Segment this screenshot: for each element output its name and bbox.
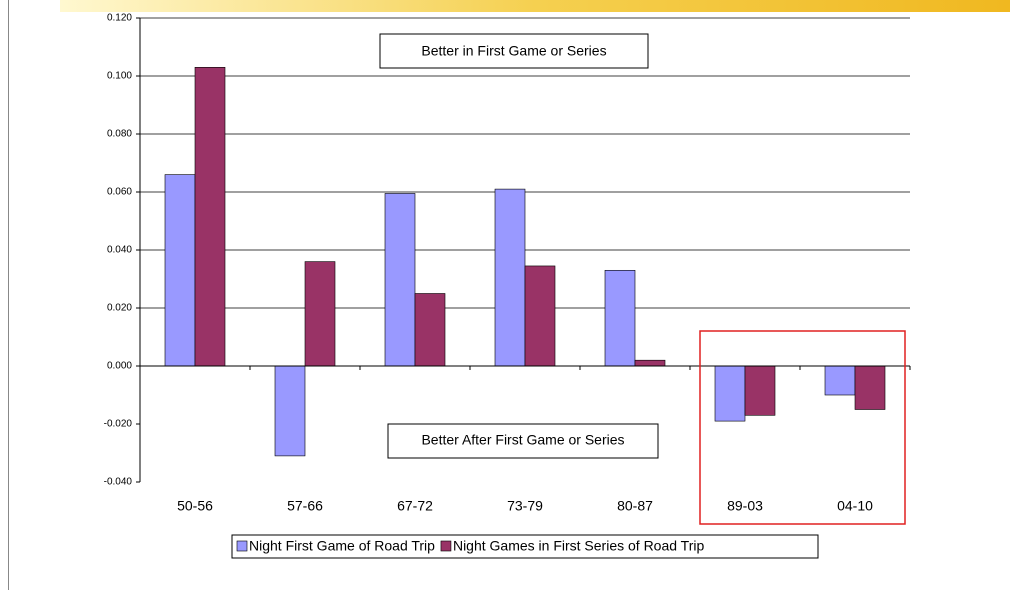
bar xyxy=(824,365,856,396)
bar xyxy=(744,365,776,416)
legend-swatch xyxy=(440,540,452,552)
annotation-box xyxy=(387,423,659,459)
annotation: Better in First Game or Series xyxy=(421,43,606,59)
x-tick-label: 04-10 xyxy=(837,498,873,514)
bar xyxy=(414,293,446,367)
y-tick-label: 0.020 xyxy=(107,303,132,314)
bar xyxy=(524,265,556,367)
bar xyxy=(304,261,336,367)
bar xyxy=(714,365,746,422)
bar xyxy=(854,365,886,410)
bar xyxy=(164,174,196,367)
annotation: Better After First Game or Series xyxy=(421,432,624,448)
legend xyxy=(231,534,819,559)
bar xyxy=(384,193,416,367)
x-tick-label: 73-79 xyxy=(507,498,543,514)
x-tick-label: 50-56 xyxy=(177,498,213,514)
y-tick-label: -0.020 xyxy=(104,419,133,430)
bar xyxy=(604,269,636,367)
y-tick-label: 0.040 xyxy=(107,245,132,256)
y-tick-label: -0.040 xyxy=(104,477,133,488)
legend-label: Night Games in First Series of Road Trip xyxy=(453,538,705,554)
highlight-box xyxy=(699,330,906,525)
bar xyxy=(194,67,226,367)
y-tick-label: 0.060 xyxy=(107,187,132,198)
x-tick-label: 57-66 xyxy=(287,498,323,514)
decor-bar xyxy=(60,0,1010,12)
x-tick-label: 80-87 xyxy=(617,498,653,514)
legend-label: Night First Game of Road Trip xyxy=(249,538,435,554)
x-tick-label: 67-72 xyxy=(397,498,433,514)
bar xyxy=(274,365,306,457)
y-tick-label: 0.100 xyxy=(107,71,132,82)
bar xyxy=(634,359,666,367)
y-tick-label: 0.080 xyxy=(107,129,132,140)
annotation-box xyxy=(379,33,649,69)
bar xyxy=(494,188,526,367)
x-tick-label: 89-03 xyxy=(727,498,763,514)
y-tick-label: 0.120 xyxy=(107,13,132,24)
legend-swatch xyxy=(236,540,248,552)
y-tick-label: 0.000 xyxy=(107,361,132,372)
